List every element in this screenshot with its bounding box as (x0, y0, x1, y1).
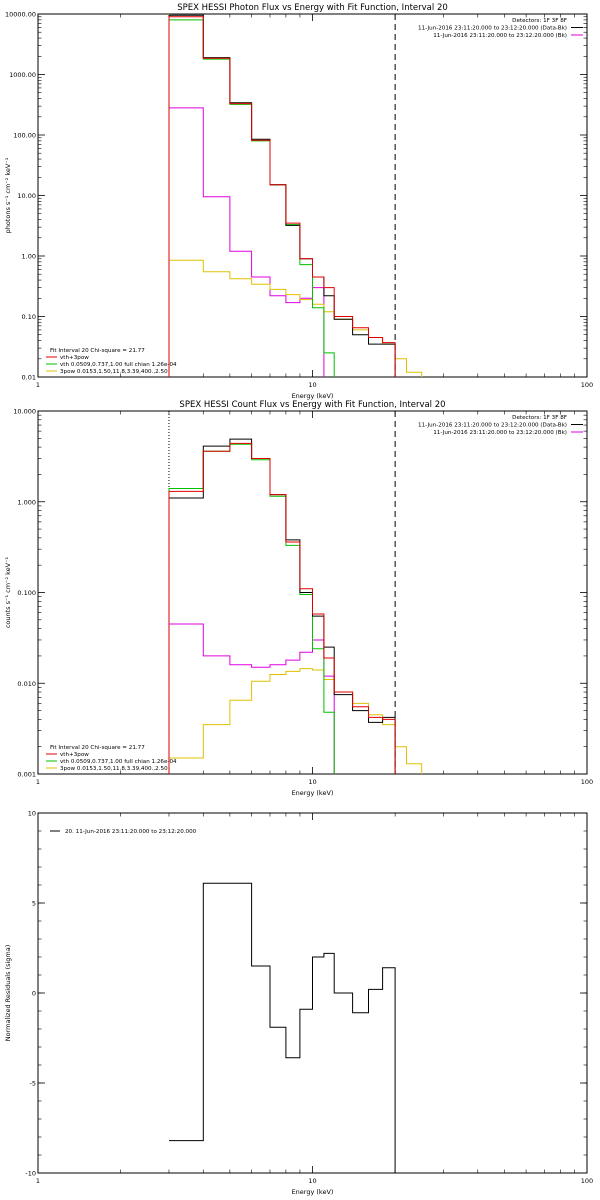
y-tick-label: 0 (32, 990, 36, 998)
data-series-2 (168, 259, 423, 377)
x-tick-label: 100 (581, 381, 593, 389)
x-axis-label: Energy (keV) (292, 392, 334, 400)
chart-panel-2: SPEX HESSI Count Flux vs Energy with Fit… (4, 400, 593, 797)
data-series-1 (168, 107, 325, 377)
legend-entry: 11-Jun-2016 23:11:20.000 to 23:12:20.000… (418, 423, 567, 429)
data-series-5 (168, 16, 396, 377)
data-series-3 (168, 19, 335, 377)
legend-entry: vth 0.0509,0.737,1.00 full chian 1.26e-0… (60, 362, 177, 368)
legend-entry: Fit Interval 20 Chi-square = 21.77 (50, 745, 145, 751)
y-tick-label: 1000.00 (9, 71, 36, 79)
x-tick-label: 100 (581, 1177, 593, 1185)
x-tick-label: 1 (36, 778, 40, 786)
y-tick-label: 0.001 (17, 771, 36, 779)
x-tick-label: 10 (308, 778, 316, 786)
x-axis-label: Energy (keV) (292, 1188, 334, 1196)
chart-panel-1: SPEX HESSI Photon Flux vs Energy with Fi… (4, 3, 593, 400)
x-tick-label: 100 (581, 778, 593, 786)
chart-panel-3: 1 10 100 Energy (keV) -10 -5 0 5 10 Normalized Re… (4, 810, 593, 1197)
y-axis-label: counts s⁻¹ cm⁻² keV⁻¹ (4, 556, 12, 628)
legend-entry: Detectors: 1F 3F 8F (512, 415, 567, 421)
data-series-3 (168, 443, 335, 774)
legend-entry: 20. 11-Jun-2016 23:11:20.000 to 23:12:20… (65, 829, 197, 835)
y-tick-label: 10 (28, 810, 36, 818)
y-tick-label: 0.010 (17, 680, 36, 688)
y-tick-label: 10.000 (13, 408, 36, 416)
data-series-2 (168, 668, 423, 774)
data-series-5 (168, 442, 396, 774)
legend-entry: 3pow 0.0153,1.50,11.8,3.39,400.,2.50 (60, 766, 168, 772)
chart-title: SPEX HESSI Count Flux vs Energy with Fit… (179, 400, 445, 410)
y-tick-label: -10 (25, 1170, 36, 1178)
legend-entry: 11-Jun-2016 23:11:20.000 to 23:12:20.000… (418, 26, 567, 32)
legend-entry: vth+3pow (60, 752, 89, 758)
y-axis-label: Normalized Residuals (sigma) (4, 945, 12, 1042)
x-tick-label: 10 (308, 381, 316, 389)
x-tick-label: 1 (36, 381, 40, 389)
legend-entry: vth 0.0509,0.737,1.00 full chian 1.26e-0… (60, 759, 177, 765)
y-tick-label: 100.00 (13, 132, 36, 140)
y-tick-label: 10000.00 (5, 11, 36, 19)
x-tick-label: 1 (36, 1177, 40, 1185)
legend-entry: Detectors: 1F 3F 8F (512, 18, 567, 24)
chart-title: SPEX HESSI Photon Flux vs Energy with Fi… (177, 3, 448, 13)
legend-entry: 11-Jun-2016 23:11:20.000 to 23:12:20.000… (433, 430, 567, 436)
legend-entry: 11-Jun-2016 23:11:20.000 to 23:12:20.000… (433, 33, 567, 39)
y-axis-label: photons s⁻¹ cm⁻² keV⁻¹ (4, 157, 12, 233)
x-axis-label: Energy (keV) (292, 789, 334, 797)
y-tick-label: -5 (30, 1080, 36, 1088)
plot-frame (37, 13, 588, 378)
data-series-1 (168, 623, 335, 774)
y-tick-label: 5 (32, 900, 36, 908)
x-tick-label: 10 (308, 1177, 316, 1185)
legend-entry: 3pow 0.0153,1.50,11.8,3.39,400.,2.50 (60, 369, 168, 375)
y-tick-label: 1.000 (17, 498, 36, 506)
y-tick-label: 10.00 (17, 192, 36, 200)
y-tick-label: 1.00 (22, 253, 36, 261)
data-series-1 (169, 882, 396, 1173)
legend-entry: vth+3pow (60, 355, 89, 361)
y-tick-label: 0.01 (22, 374, 36, 382)
y-tick-label: 0.100 (17, 589, 36, 597)
legend-entry: Fit Interval 20 Chi-square = 21.77 (50, 348, 145, 354)
y-tick-label: 0.10 (22, 313, 36, 321)
